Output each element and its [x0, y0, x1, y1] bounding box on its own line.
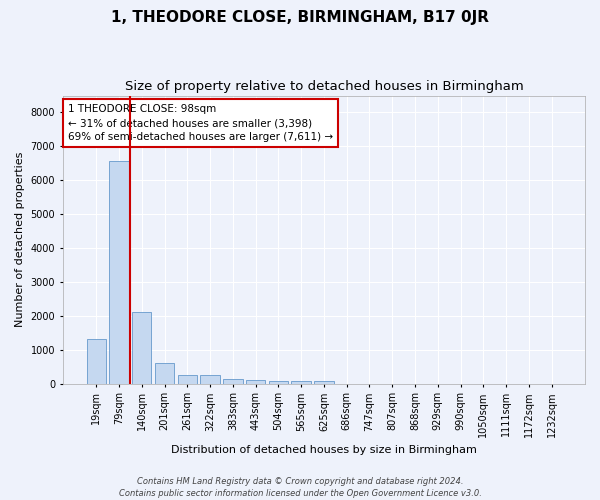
Bar [292, 381, 311, 384]
Bar [200, 375, 220, 384]
Bar [132, 312, 151, 384]
Text: Contains HM Land Registry data © Crown copyright and database right 2024.
Contai: Contains HM Land Registry data © Crown c… [119, 476, 481, 498]
Y-axis label: Number of detached properties: Number of detached properties [15, 152, 25, 327]
Bar [269, 381, 288, 384]
Bar [314, 381, 334, 384]
Bar [86, 340, 106, 384]
Text: 1, THEODORE CLOSE, BIRMINGHAM, B17 0JR: 1, THEODORE CLOSE, BIRMINGHAM, B17 0JR [111, 10, 489, 25]
Title: Size of property relative to detached houses in Birmingham: Size of property relative to detached ho… [125, 80, 523, 93]
Bar [223, 379, 242, 384]
Bar [155, 362, 174, 384]
Bar [178, 374, 197, 384]
Text: 1 THEODORE CLOSE: 98sqm
← 31% of detached houses are smaller (3,398)
69% of semi: 1 THEODORE CLOSE: 98sqm ← 31% of detache… [68, 104, 333, 142]
Bar [246, 380, 265, 384]
Bar [109, 162, 128, 384]
X-axis label: Distribution of detached houses by size in Birmingham: Distribution of detached houses by size … [171, 445, 477, 455]
